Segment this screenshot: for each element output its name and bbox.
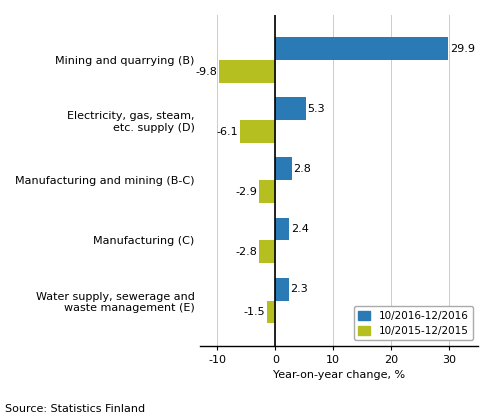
Bar (275, 218, 289, 240)
X-axis label: Year-on-year change, %: Year-on-year change, % (273, 370, 405, 380)
Bar (240, 120, 275, 143)
Bar (258, 180, 275, 203)
Text: -2.9: -2.9 (235, 187, 257, 197)
Text: Source: Statistics Finland: Source: Statistics Finland (5, 404, 145, 414)
Bar (275, 97, 306, 120)
Bar (275, 278, 288, 300)
Bar (275, 37, 449, 60)
Text: -2.8: -2.8 (236, 247, 258, 257)
Bar (267, 300, 275, 323)
Text: 2.3: 2.3 (290, 284, 308, 294)
Bar (218, 60, 275, 83)
Text: 5.3: 5.3 (308, 104, 325, 114)
Text: 2.4: 2.4 (291, 224, 309, 234)
Text: 2.8: 2.8 (293, 164, 311, 174)
Text: 29.9: 29.9 (450, 44, 475, 54)
Bar (259, 240, 275, 263)
Legend: 10/2016-12/2016, 10/2015-12/2015: 10/2016-12/2016, 10/2015-12/2015 (354, 307, 473, 340)
Text: -9.8: -9.8 (195, 67, 217, 77)
Text: -6.1: -6.1 (217, 126, 239, 136)
Bar (275, 158, 291, 180)
Text: -1.5: -1.5 (244, 307, 265, 317)
